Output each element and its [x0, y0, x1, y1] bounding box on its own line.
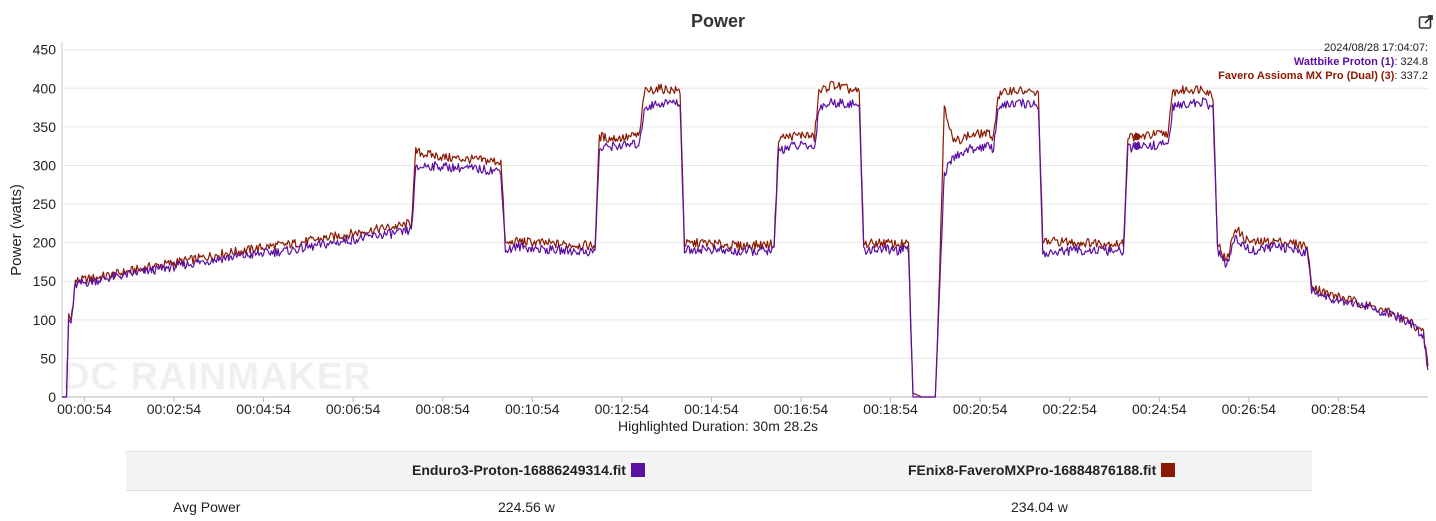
row-label: Avg Power — [173, 499, 241, 515]
file-column-header: FEnix8-FaveroMXPro-16884876188.fit — [908, 462, 1176, 478]
y-tick-label: 50 — [40, 350, 56, 366]
grid-lines — [61, 42, 1428, 398]
series-lines — [62, 80, 1429, 398]
series-line — [62, 80, 1429, 398]
x-tick-label: 00:02:54 — [147, 401, 202, 417]
y-tick-label: 100 — [33, 312, 57, 328]
table-row: Avg Power 224.56 w 234.04 w — [126, 491, 1312, 521]
stats-table: Enduro3-Proton-16886249314.fit FEnix8-Fa… — [126, 451, 1312, 521]
tooltip-series-name: Favero Assioma MX Pro (Dual) (3) — [1218, 70, 1395, 82]
tooltip-series-value: : 324.8 — [1394, 56, 1428, 68]
file-name: Enduro3-Proton-16886249314.fit — [412, 462, 626, 478]
y-tick-label: 250 — [33, 196, 57, 212]
y-tick-label: 300 — [33, 157, 57, 173]
export-edit-icon[interactable] — [1418, 14, 1434, 30]
x-tick-label: 00:06:54 — [326, 401, 381, 417]
x-tick-label: 00:08:54 — [415, 401, 470, 417]
x-tick-label: 00:26:54 — [1222, 401, 1277, 417]
y-axis-ticks: 0 50 100 150 200 250 300 350 400 450 — [33, 42, 57, 405]
file-column-header: Enduro3-Proton-16886249314.fit — [412, 462, 645, 478]
x-tick-label: 00:20:54 — [953, 401, 1008, 417]
tooltip-series-name: Wattbike Proton (1) — [1293, 56, 1395, 68]
highlight-point — [1133, 142, 1141, 150]
x-tick-label: 00:00:54 — [57, 401, 112, 417]
tooltip-line-wattbike: Wattbike Proton (1): 324.8 — [1218, 55, 1428, 69]
hover-tooltip: 2024/08/28 17:04:07: Wattbike Proton (1)… — [1218, 41, 1428, 83]
series-line — [62, 97, 1429, 398]
y-tick-label: 400 — [33, 80, 57, 96]
highlight-points — [1133, 133, 1141, 150]
x-tick-label: 00:14:54 — [684, 401, 739, 417]
tooltip-series-value: : 337.2 — [1394, 70, 1428, 82]
y-axis-label: Power (watts) — [8, 184, 25, 276]
y-tick-label: 150 — [33, 273, 57, 289]
x-tick-label: 00:18:54 — [863, 401, 918, 417]
tooltip-line-favero: Favero Assioma MX Pro (Dual) (3): 337.2 — [1218, 69, 1428, 83]
row-value: 234.04 w — [1011, 499, 1068, 515]
color-swatch[interactable] — [1161, 463, 1176, 477]
y-tick-label: 0 — [48, 389, 56, 405]
file-name: FEnix8-FaveroMXPro-16884876188.fit — [908, 462, 1157, 478]
watermark: DC RAINMAKER — [62, 356, 372, 398]
highlight-point — [1133, 133, 1141, 141]
highlighted-duration: Highlighted Duration: 30m 28.2s — [617, 418, 818, 434]
x-tick-label: 00:24:54 — [1132, 401, 1187, 417]
x-tick-label: 00:10:54 — [505, 401, 560, 417]
x-tick-label: 00:22:54 — [1042, 401, 1097, 417]
stats-header: Enduro3-Proton-16886249314.fit FEnix8-Fa… — [126, 451, 1312, 491]
y-tick-label: 450 — [33, 42, 57, 58]
x-tick-label: 00:16:54 — [774, 401, 829, 417]
chart-title: Power — [690, 11, 746, 31]
x-tick-label: 00:04:54 — [236, 401, 291, 417]
x-tick-label: 00:28:54 — [1311, 401, 1366, 417]
x-axis-ticks: 00:00:54 00:02:54 00:04:54 00:06:54 00:08:54… — [57, 397, 1366, 417]
row-value: 224.56 w — [498, 499, 555, 515]
y-tick-label: 200 — [33, 235, 57, 251]
tooltip-timestamp: 2024/08/28 17:04:07: — [1324, 42, 1428, 54]
color-swatch[interactable] — [630, 463, 645, 477]
x-tick-label: 00:12:54 — [595, 401, 650, 417]
y-tick-label: 350 — [33, 119, 57, 135]
